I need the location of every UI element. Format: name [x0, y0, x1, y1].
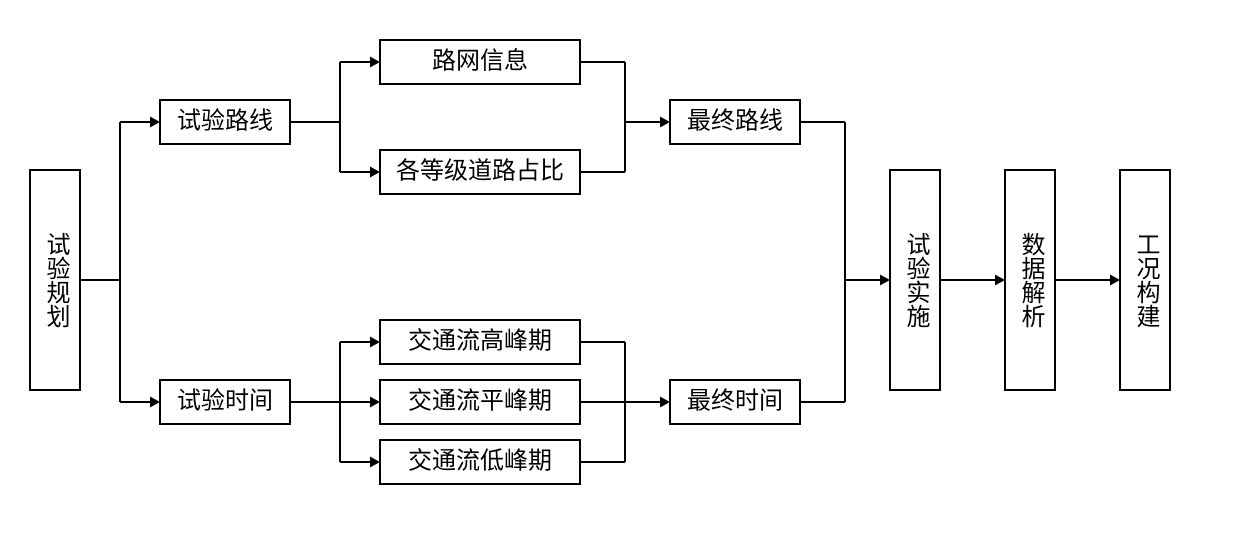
node-n3: 试验时间 [160, 380, 290, 424]
node-label: 试验时间 [177, 388, 273, 415]
node-n6: 交通流高峰期 [380, 320, 580, 364]
node-label: 最终路线 [687, 108, 783, 135]
node-n8: 交通流低峰期 [380, 440, 580, 484]
node-label: 最终时间 [687, 388, 783, 415]
node-n4: 路网信息 [380, 40, 580, 84]
node-n9: 最终路线 [670, 100, 800, 144]
node-label: 数据解析 [1017, 232, 1045, 328]
node-n1: 试验规划 [30, 170, 80, 390]
node-n2: 试验路线 [160, 100, 290, 144]
node-n13: 工况构建 [1120, 170, 1170, 390]
node-label: 交通流低峰期 [408, 448, 552, 475]
node-n12: 数据解析 [1005, 170, 1055, 390]
node-n7: 交通流平峰期 [380, 380, 580, 424]
flowchart-canvas: 试验规划 试验路线试验时间 路网信息各等级道路占比交通流高峰期交通流平峰期交通流低峰… [0, 0, 1240, 560]
node-n5: 各等级道路占比 [380, 150, 580, 194]
node-n11: 试验实施 [890, 170, 940, 390]
node-label: 工况构建 [1132, 232, 1160, 328]
node-label: 试验规划 [42, 232, 70, 328]
node-label: 试验路线 [177, 108, 273, 135]
node-n10: 最终时间 [670, 380, 800, 424]
node-label: 交通流平峰期 [408, 388, 552, 415]
node-label: 试验实施 [902, 232, 930, 328]
node-label: 路网信息 [432, 48, 528, 75]
node-label: 各等级道路占比 [396, 158, 564, 185]
node-label: 交通流高峰期 [408, 328, 552, 355]
